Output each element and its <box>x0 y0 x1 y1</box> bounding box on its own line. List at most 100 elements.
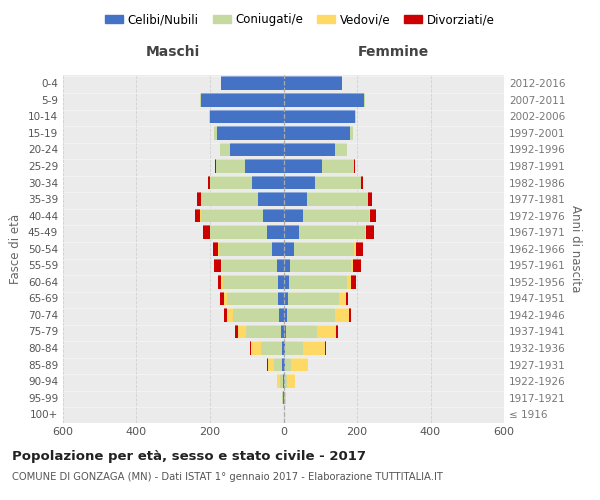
Bar <box>245 159 284 173</box>
Bar <box>284 342 285 355</box>
Bar <box>267 226 284 239</box>
Bar <box>250 342 251 355</box>
Bar <box>281 324 284 338</box>
Bar <box>221 76 284 90</box>
Bar <box>210 110 284 123</box>
Bar <box>274 358 283 372</box>
Bar <box>201 209 263 222</box>
Bar <box>365 226 366 239</box>
Bar <box>284 391 286 404</box>
Bar <box>219 242 272 256</box>
Bar <box>283 358 284 372</box>
Bar <box>281 342 284 355</box>
Text: Femmine: Femmine <box>358 46 430 60</box>
Y-axis label: Fasce di età: Fasce di età <box>10 214 22 284</box>
Bar <box>351 258 353 272</box>
Bar <box>215 159 245 173</box>
Bar <box>368 192 372 206</box>
Bar <box>208 176 210 190</box>
Bar <box>351 275 356 288</box>
Bar <box>289 275 347 288</box>
Bar <box>233 308 279 322</box>
Bar <box>299 226 365 239</box>
Bar <box>210 226 267 239</box>
Bar <box>201 93 284 106</box>
Bar <box>194 209 200 222</box>
Bar <box>284 76 343 90</box>
Bar <box>317 324 336 338</box>
Bar <box>277 258 284 272</box>
Bar <box>258 192 284 206</box>
Bar <box>307 192 368 206</box>
Text: Popolazione per età, sesso e stato civile - 2017: Popolazione per età, sesso e stato civil… <box>12 450 366 463</box>
Bar <box>252 176 284 190</box>
Bar <box>353 258 361 272</box>
Bar <box>238 324 245 338</box>
Text: COMUNE DI GONZAGA (MN) - Dati ISTAT 1° gennaio 2017 - Elaborazione TUTTITALIA.IT: COMUNE DI GONZAGA (MN) - Dati ISTAT 1° g… <box>12 472 443 482</box>
Bar <box>284 209 302 222</box>
Bar <box>335 142 347 156</box>
Bar <box>361 176 362 190</box>
Bar <box>217 126 284 140</box>
Bar <box>284 292 287 305</box>
Bar <box>346 292 348 305</box>
Bar <box>347 275 351 288</box>
Bar <box>268 358 274 372</box>
Bar <box>284 374 287 388</box>
Bar <box>284 93 364 106</box>
Bar <box>284 324 286 338</box>
Bar <box>224 292 227 305</box>
Bar <box>285 342 304 355</box>
Bar <box>366 226 374 239</box>
Bar <box>245 324 281 338</box>
Bar <box>355 242 356 256</box>
Bar <box>218 242 219 256</box>
Bar <box>290 258 351 272</box>
Bar <box>294 242 355 256</box>
Bar <box>212 242 218 256</box>
Bar <box>235 324 238 338</box>
Bar <box>284 142 335 156</box>
Bar <box>230 142 284 156</box>
Bar <box>370 209 376 222</box>
Bar <box>287 292 339 305</box>
Bar <box>284 192 307 206</box>
Bar <box>291 358 308 372</box>
Bar <box>304 342 325 355</box>
Bar <box>251 342 262 355</box>
Bar <box>336 324 338 338</box>
Bar <box>280 374 283 388</box>
Bar <box>210 176 252 190</box>
Bar <box>221 275 223 288</box>
Bar <box>227 292 278 305</box>
Bar <box>284 358 291 372</box>
Bar <box>224 308 227 322</box>
Bar <box>284 226 299 239</box>
Bar <box>283 374 284 388</box>
Bar <box>222 258 277 272</box>
Legend: Celibi/Nubili, Coniugati/e, Vedovi/e, Divorziati/e: Celibi/Nubili, Coniugati/e, Vedovi/e, Di… <box>100 8 500 31</box>
Bar <box>302 209 370 222</box>
Bar <box>284 258 290 272</box>
Bar <box>284 159 322 173</box>
Bar <box>287 374 295 388</box>
Bar <box>263 209 284 222</box>
Text: Maschi: Maschi <box>146 46 200 60</box>
Y-axis label: Anni di nascita: Anni di nascita <box>569 205 582 292</box>
Bar <box>223 275 278 288</box>
Bar <box>214 126 217 140</box>
Bar <box>322 159 355 173</box>
Bar <box>284 242 294 256</box>
Bar <box>286 324 317 338</box>
Bar <box>214 258 221 272</box>
Bar <box>284 308 287 322</box>
Bar <box>278 275 284 288</box>
Bar <box>335 308 349 322</box>
Bar <box>284 126 350 140</box>
Bar <box>203 226 209 239</box>
Bar <box>201 192 258 206</box>
Bar <box>325 342 326 355</box>
Bar <box>277 374 280 388</box>
Bar <box>227 308 233 322</box>
Bar <box>284 275 289 288</box>
